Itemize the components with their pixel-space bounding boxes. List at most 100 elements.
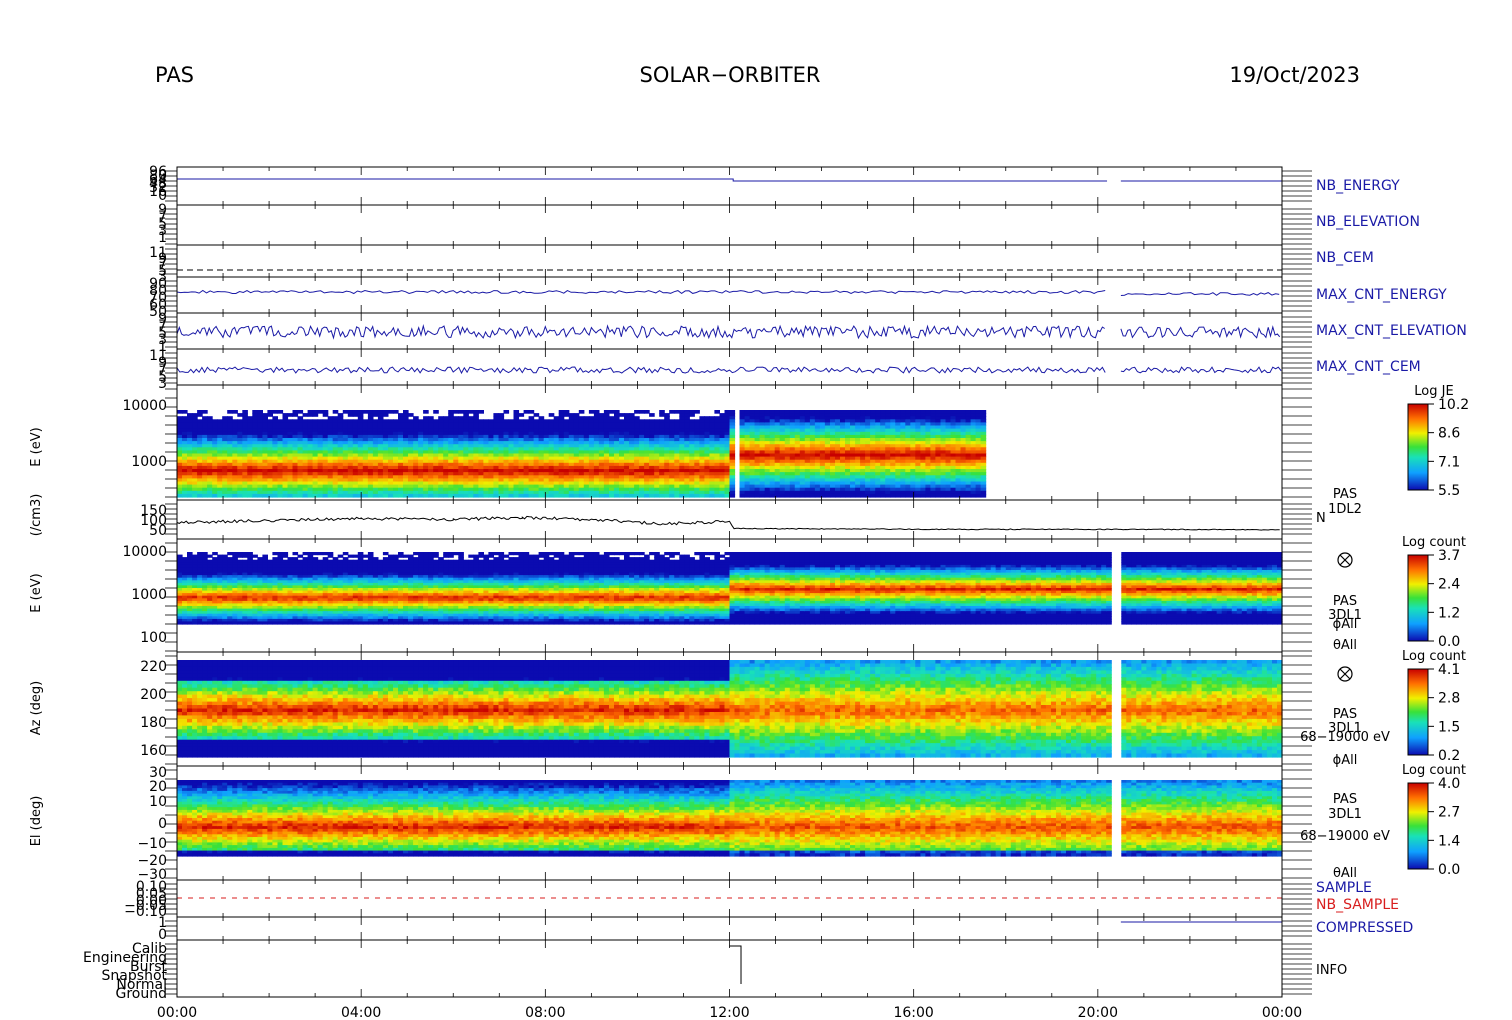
- heatmap-cell: [242, 472, 248, 476]
- heatmap-cell: [875, 429, 881, 433]
- heatmap-cell: [368, 472, 374, 476]
- heatmap-cell: [207, 429, 213, 433]
- heatmap-cell: [935, 429, 941, 433]
- heatmap-cell: [669, 494, 675, 498]
- heatmap-cell: [745, 494, 751, 498]
- heatmap-cell: [750, 472, 756, 476]
- heatmap-cell: [619, 472, 625, 476]
- heatmap-cell: [795, 494, 801, 498]
- heatmap-cell: [900, 472, 906, 476]
- heatmap-cell: [604, 429, 610, 433]
- heatmap-cell: [443, 494, 449, 498]
- energy-1dl2-heatmap: [177, 410, 986, 498]
- heatmap-cell: [689, 413, 695, 417]
- heatmap-cell: [895, 494, 901, 498]
- heatmap-cell: [875, 472, 881, 476]
- heatmap-cell: [956, 472, 962, 476]
- heatmap-cell: [549, 429, 555, 433]
- heatmap-cell: [488, 429, 494, 433]
- heatmap-cell: [699, 429, 705, 433]
- heatmap-cell: [644, 494, 650, 498]
- heatmap-cell: [288, 413, 294, 417]
- heatmap-cell: [519, 494, 525, 498]
- heatmap-cell: [855, 429, 861, 433]
- heatmap-cell: [323, 429, 329, 433]
- heatmap-cell: [353, 472, 359, 476]
- heatmap-cell: [529, 410, 535, 414]
- heatmap-cell: [192, 472, 198, 476]
- heatmap-cell: [252, 429, 258, 433]
- heatmap-cell: [363, 429, 369, 433]
- heatmap-cell: [895, 472, 901, 476]
- heatmap-cell: [519, 429, 525, 433]
- heatmap-cell: [564, 413, 570, 417]
- heatmap-cell: [388, 472, 394, 476]
- heatmap-cell: [800, 429, 806, 433]
- heatmap-cell: [318, 410, 324, 414]
- heatmap-cell: [880, 429, 886, 433]
- heatmap-cell: [252, 555, 258, 558]
- heatmap-cell: [514, 429, 520, 433]
- heatmap-cell: [885, 429, 891, 433]
- heatmap-cell: [534, 413, 540, 417]
- heatmap-cell: [920, 494, 926, 498]
- heatmap-cell: [212, 552, 218, 555]
- heatmap-cell: [388, 410, 394, 414]
- heatmap-cell: [925, 472, 931, 476]
- heatmap-cell: [348, 429, 354, 433]
- heatmap-cell: [262, 621, 268, 624]
- heatmap-cell: [423, 410, 429, 414]
- heatmap-cell: [358, 429, 364, 433]
- heatmap-cell: [805, 494, 811, 498]
- heatmap-cell: [453, 410, 459, 414]
- heatmap-cell: [679, 494, 685, 498]
- heatmap-cell: [870, 429, 876, 433]
- heatmap-cell: [946, 494, 952, 498]
- heatmap-cell: [433, 494, 439, 498]
- heatmap-cell: [589, 429, 595, 433]
- heatmap-cell: [262, 472, 268, 476]
- heatmap-cell: [850, 429, 856, 433]
- heatmap-cell: [684, 429, 690, 433]
- heatmap-cell: [976, 429, 982, 433]
- heatmap-cell: [473, 494, 479, 498]
- heatmap-cell: [308, 472, 314, 476]
- heatmap-cell: [197, 429, 203, 433]
- heatmap-cell: [458, 410, 464, 414]
- heatmap-cell: [684, 494, 690, 498]
- heatmap-cell: [308, 413, 314, 417]
- heatmap-cell: [740, 494, 746, 498]
- heatmap-cell: [961, 494, 967, 498]
- heatmap-cell: [509, 494, 515, 498]
- heatmap-cell: [353, 494, 359, 498]
- heatmap-cell: [925, 429, 931, 433]
- heatmap-cell: [493, 429, 499, 433]
- heatmap-cell: [499, 429, 505, 433]
- heatmap-cell: [689, 494, 695, 498]
- heatmap-cell: [177, 472, 183, 476]
- heatmap-cell: [318, 494, 324, 498]
- heatmap-cell: [408, 494, 414, 498]
- heatmap-cell: [720, 494, 726, 498]
- heatmap-cell: [599, 429, 605, 433]
- heatmap-cell: [247, 429, 253, 433]
- heatmap-cell: [780, 472, 786, 476]
- heatmap-cell: [272, 552, 278, 555]
- heatmap-cell: [584, 429, 590, 433]
- heatmap-cell: [373, 413, 379, 417]
- heatmap-cell: [674, 410, 680, 414]
- heatmap-cell: [614, 429, 620, 433]
- heatmap-cell: [850, 472, 856, 476]
- heatmap-cell: [559, 494, 565, 498]
- heatmap-cell: [333, 494, 339, 498]
- heatmap-cell: [383, 429, 389, 433]
- heatmap-cell: [845, 472, 851, 476]
- heatmap-cell: [378, 472, 384, 476]
- heatmap-cell: [835, 472, 841, 476]
- heatmap-cell: [388, 429, 394, 433]
- heatmap-cell: [594, 429, 600, 433]
- heatmap-cell: [714, 472, 720, 476]
- heatmap-cell: [634, 410, 640, 414]
- heatmap-cell: [639, 494, 645, 498]
- heatmap-cell: [363, 494, 369, 498]
